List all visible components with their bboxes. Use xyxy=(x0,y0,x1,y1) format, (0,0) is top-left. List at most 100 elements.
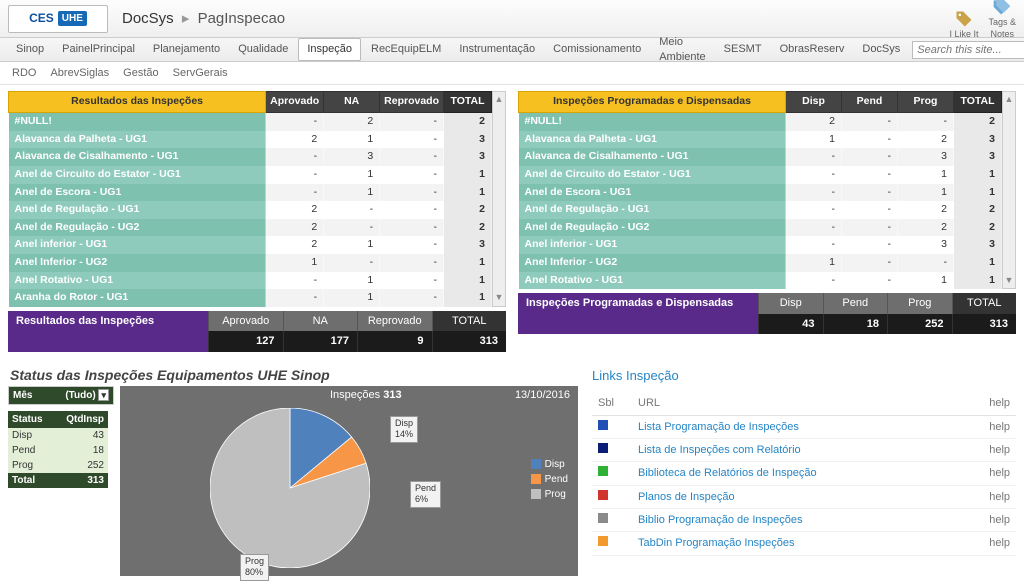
subnav-item-gestão[interactable]: Gestão xyxy=(123,66,158,80)
table-row[interactable]: Alavanca de Cisalhamento - UG1--33 xyxy=(519,148,1002,166)
topnav-item-recequipelm[interactable]: RecEquipELM xyxy=(363,39,449,59)
sum-val-total: 313 xyxy=(432,331,507,351)
link-help[interactable]: help xyxy=(966,508,1016,531)
row-value: - xyxy=(786,219,842,237)
table-row[interactable]: #NULL!2--2 xyxy=(519,112,1002,130)
dropdown-icon[interactable]: ▾ xyxy=(98,389,109,401)
table-row[interactable]: Alavanca de Cisalhamento - UG1-3-3 xyxy=(9,148,492,166)
table-row[interactable]: #NULL!-2-2 xyxy=(9,112,492,130)
topnav-item-sesmt[interactable]: SESMT xyxy=(716,39,770,59)
table-row[interactable]: Anel inferior - UG1--33 xyxy=(519,236,1002,254)
link-help[interactable]: help xyxy=(966,439,1016,462)
row-value: 1 xyxy=(324,236,380,254)
search-input[interactable] xyxy=(913,44,1024,56)
topnav-item-inspeção[interactable]: Inspeção xyxy=(298,38,361,60)
topnav-item-comissionamento[interactable]: Comissionamento xyxy=(545,39,649,59)
left-scrollbar[interactable]: ▲▼ xyxy=(492,91,506,307)
topnav-item-qualidade[interactable]: Qualidade xyxy=(230,39,296,59)
links-col-help: help xyxy=(966,392,1016,415)
sum-col-disp: Disp xyxy=(758,293,823,313)
topnav-item-sinop[interactable]: Sinop xyxy=(8,39,52,59)
table-row[interactable]: Anel de Regulação - UG22--2 xyxy=(9,219,492,237)
topnav-item-painelprincipal[interactable]: PainelPrincipal xyxy=(54,39,143,59)
table-row[interactable]: Anel de Regulação - UG1--22 xyxy=(519,201,1002,219)
scheduled-table-title: Inspeções Programadas e Dispensadas xyxy=(519,92,786,113)
col-disp[interactable]: Disp xyxy=(786,92,842,113)
topnav-item-planejamento[interactable]: Planejamento xyxy=(145,39,228,59)
like-it-label: I Like It xyxy=(949,29,978,41)
link-url[interactable]: Planos de Inspeção xyxy=(638,491,735,503)
row-value: - xyxy=(842,184,898,202)
col-prog[interactable]: Prog xyxy=(898,92,954,113)
table-row[interactable]: Anel de Circuito do Estator - UG1-1-1 xyxy=(9,166,492,184)
callout-disp: Disp14% xyxy=(390,416,418,443)
table-row[interactable]: Anel de Regulação - UG2--22 xyxy=(519,219,1002,237)
mini-total-label: Total xyxy=(8,473,54,488)
table-row[interactable]: Anel inferior - UG121-3 xyxy=(9,236,492,254)
table-row[interactable]: Anel Rotativo - UG1--11 xyxy=(519,272,1002,290)
site-logo[interactable]: CES UHE xyxy=(8,5,108,33)
links-table: Sbl URL help Lista Programação de Inspeç… xyxy=(592,392,1016,555)
subnav-item-abrevsiglas[interactable]: AbrevSiglas xyxy=(50,66,109,80)
table-row[interactable]: Anel Inferior - UG21--1 xyxy=(519,254,1002,272)
row-value: 1 xyxy=(954,166,1002,184)
sum-val-pend: 18 xyxy=(823,314,888,334)
table-row[interactable]: Anel de Circuito do Estator - UG1--11 xyxy=(519,166,1002,184)
table-row[interactable]: Anel Rotativo - UG1-1-1 xyxy=(9,272,492,290)
link-help[interactable]: help xyxy=(966,532,1016,555)
tags-notes-button[interactable]: Tags & Notes xyxy=(988,0,1016,40)
row-label: Anel de Regulação - UG1 xyxy=(9,201,266,219)
mini-col-qtd[interactable]: QtdInsp xyxy=(54,411,108,428)
mini-row[interactable]: Pend18 xyxy=(8,443,108,458)
table-row[interactable]: Anel de Escora - UG1--11 xyxy=(519,184,1002,202)
subnav-item-rdo[interactable]: RDO xyxy=(12,66,36,80)
topnav-item-obrasreserv[interactable]: ObrasReserv xyxy=(772,39,853,59)
row-value: - xyxy=(380,219,444,237)
sum-val-aprovado: 127 xyxy=(208,331,283,351)
breadcrumb-site[interactable]: DocSys xyxy=(122,10,174,27)
topnav-item-meio ambiente[interactable]: Meio Ambiente xyxy=(651,32,713,67)
link-url[interactable]: Biblio Programação de Inspeções xyxy=(638,514,802,526)
topnav-item-docsys[interactable]: DocSys xyxy=(854,39,908,59)
table-row[interactable]: Aranha do Rotor - UG1-1-1 xyxy=(9,289,492,307)
link-url[interactable]: TabDin Programação Inspeções xyxy=(638,537,795,549)
callout-pend: Pend6% xyxy=(410,481,441,508)
table-row[interactable]: Alavanca da Palheta - UG121-3 xyxy=(9,131,492,149)
table-row[interactable]: Anel Inferior - UG21--1 xyxy=(9,254,492,272)
right-scrollbar[interactable]: ▲▼ xyxy=(1002,91,1016,289)
row-value: - xyxy=(842,148,898,166)
sum-col-na: NA xyxy=(283,311,358,331)
link-url[interactable]: Lista de Inspeções com Relatório xyxy=(638,444,801,456)
col-aprovado[interactable]: Aprovado xyxy=(266,92,324,113)
tags-icon xyxy=(992,0,1012,17)
link-url[interactable]: Lista Programação de Inspeções xyxy=(638,421,799,433)
like-it-button[interactable]: I Like It xyxy=(949,9,978,41)
link-help[interactable]: help xyxy=(966,485,1016,508)
links-col-sbl: Sbl xyxy=(592,392,632,415)
link-url[interactable]: Biblioteca de Relatórios de Inspeção xyxy=(638,467,817,479)
table-row[interactable]: Anel de Regulação - UG12--2 xyxy=(9,201,492,219)
search-box[interactable] xyxy=(912,41,1024,59)
col-reprovado[interactable]: Reprovado xyxy=(380,92,444,113)
row-value: - xyxy=(842,272,898,290)
link-row: TabDin Programação Inspeções help xyxy=(592,532,1016,555)
legend-item: Disp xyxy=(531,458,568,471)
callout-prog: Prog80% xyxy=(240,554,269,581)
col-pend[interactable]: Pend xyxy=(842,92,898,113)
table-row[interactable]: Alavanca da Palheta - UG11-23 xyxy=(519,131,1002,149)
mini-row[interactable]: Prog252 xyxy=(8,458,108,473)
col-na[interactable]: NA xyxy=(324,92,380,113)
link-help[interactable]: help xyxy=(966,462,1016,485)
mini-col-status[interactable]: Status xyxy=(8,411,54,428)
row-value: - xyxy=(842,236,898,254)
mini-row[interactable]: Disp43 xyxy=(8,428,108,443)
row-value: 2 xyxy=(444,112,492,130)
row-value: 3 xyxy=(444,148,492,166)
table-row[interactable]: Anel de Escora - UG1-1-1 xyxy=(9,184,492,202)
left-summary-title: Resultados das Inspeções xyxy=(8,311,208,352)
topnav-item-instrumentação[interactable]: Instrumentação xyxy=(451,39,543,59)
month-filter[interactable]: Mês (Tudo) ▾ xyxy=(8,386,114,405)
row-value: 1 xyxy=(954,254,1002,272)
subnav-item-servgerais[interactable]: ServGerais xyxy=(173,66,228,80)
link-help[interactable]: help xyxy=(966,415,1016,438)
